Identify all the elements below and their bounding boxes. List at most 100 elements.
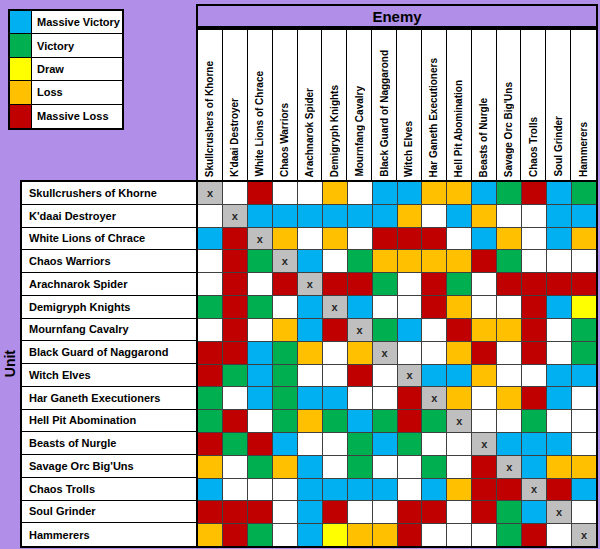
matrix-cell <box>497 524 521 546</box>
matrix-cell <box>472 250 496 272</box>
matrix-cell: x <box>472 433 496 455</box>
matrix-cell <box>198 273 222 295</box>
matrix-cell <box>298 479 322 501</box>
matrix-cell <box>447 342 471 364</box>
matrix-cell <box>447 365 471 387</box>
matrix-cell <box>348 182 372 204</box>
matrix-cell <box>273 410 297 432</box>
matrix-cell <box>198 479 222 501</box>
matrix-cell <box>323 250 347 272</box>
matrix-cell <box>522 319 546 341</box>
matrix-cell <box>323 365 347 387</box>
matrix-cell <box>497 319 521 341</box>
matrix-cell <box>223 501 247 523</box>
matrix-cell <box>547 182 571 204</box>
matrix-cell <box>323 410 347 432</box>
matrix-cell <box>547 296 571 318</box>
matrix-cell <box>522 296 546 318</box>
matrix-cell <box>223 433 247 455</box>
column-header-label: Hell Pit Abomination <box>453 80 464 177</box>
matrix-cell <box>248 182 272 204</box>
legend-item-draw: Draw <box>10 58 122 81</box>
matrix-cell <box>572 250 596 272</box>
column-header-label: Mournfang Cavalry <box>354 86 365 177</box>
column-header-label: Arachnarok Spider <box>304 88 315 177</box>
matrix-cell <box>323 433 347 455</box>
matrix-cell <box>298 342 322 364</box>
matrix-cell <box>398 433 422 455</box>
matrix-cell <box>323 387 347 409</box>
matrix-cell <box>273 387 297 409</box>
column-header-chaos-warriors: Chaos Warriors <box>273 30 298 180</box>
matrix-cell <box>472 387 496 409</box>
matrix-cell <box>497 479 521 501</box>
matrix-cell <box>298 250 322 272</box>
matrix-cell <box>398 182 422 204</box>
matrix-cell <box>373 410 397 432</box>
legend-item-victory: Victory <box>10 34 122 57</box>
matrix-cell <box>223 524 247 546</box>
matrix-cell <box>447 228 471 250</box>
matrix-cell <box>422 342 446 364</box>
matrix-cell <box>348 228 372 250</box>
matrix-cell <box>547 342 571 364</box>
matrix-cell <box>273 479 297 501</box>
matrix-cell <box>248 319 272 341</box>
matrix-cell <box>422 250 446 272</box>
matrix-cell <box>472 479 496 501</box>
matrix-cell <box>398 524 422 546</box>
legend-swatch-massive-loss <box>10 105 32 128</box>
matrix-cell <box>198 387 222 409</box>
matrix-cell <box>522 387 546 409</box>
matrix-cell <box>547 205 571 227</box>
matrix-cell <box>547 250 571 272</box>
matrix-cell <box>422 296 446 318</box>
matrix-cell <box>273 273 297 295</box>
matrix-cell <box>198 228 222 250</box>
column-header-skullcrushers-of-khorne: Skullcrushers of Khorne <box>198 30 223 180</box>
matrix-cell <box>472 296 496 318</box>
matrix-cell <box>373 456 397 478</box>
row-label-demigryph-knights: Demigryph Knights <box>22 296 196 319</box>
matrix-cell <box>497 365 521 387</box>
column-header-label: White Lions of Chrace <box>254 71 265 177</box>
column-header-label: Demigryph Knights <box>329 85 340 177</box>
matrix-cell <box>298 433 322 455</box>
matrix-cell <box>522 365 546 387</box>
matrix-cell <box>373 524 397 546</box>
matrix-cell: x <box>373 342 397 364</box>
matrix-cell <box>323 228 347 250</box>
matrix-cell <box>472 273 496 295</box>
column-header-k-daai-destroyer: K'daai Destroyer <box>223 30 248 180</box>
matrix-cell <box>298 319 322 341</box>
row-label-k-daai-destroyer: K'daai Destroyer <box>22 205 196 228</box>
matrix-cell <box>572 365 596 387</box>
matrix-cell <box>572 410 596 432</box>
legend-swatch-massive-victory <box>10 11 32 33</box>
legend-item-massive-victory: Massive Victory <box>10 11 122 34</box>
matrix-cell: x <box>348 319 372 341</box>
matrix-cell <box>522 182 546 204</box>
matrix-cell <box>497 273 521 295</box>
matrix-cell <box>472 365 496 387</box>
matrix-cell <box>223 410 247 432</box>
matrix-cell <box>547 410 571 432</box>
matrix-cell <box>447 501 471 523</box>
matrix-cell <box>298 524 322 546</box>
column-header-demigryph-knights: Demigryph Knights <box>322 30 347 180</box>
matrix-cell <box>298 228 322 250</box>
matrix-cell <box>223 479 247 501</box>
matrix-cell <box>348 410 372 432</box>
matrix-cell <box>198 250 222 272</box>
matrix-cell <box>398 273 422 295</box>
matrix-cell <box>373 205 397 227</box>
row-label-black-guard-of-naggarond: Black Guard of Naggarond <box>22 341 196 364</box>
matrix-cell <box>248 479 272 501</box>
matrix-cell: x <box>447 410 471 432</box>
matrix-cell <box>198 296 222 318</box>
matrix-cell <box>547 228 571 250</box>
matrix-cell <box>497 387 521 409</box>
column-header-label: Skullcrushers of Khorne <box>204 61 215 177</box>
matrix-cell <box>522 456 546 478</box>
matchup-matrix: xxxxxxxxxxxxxxxx <box>196 180 598 548</box>
